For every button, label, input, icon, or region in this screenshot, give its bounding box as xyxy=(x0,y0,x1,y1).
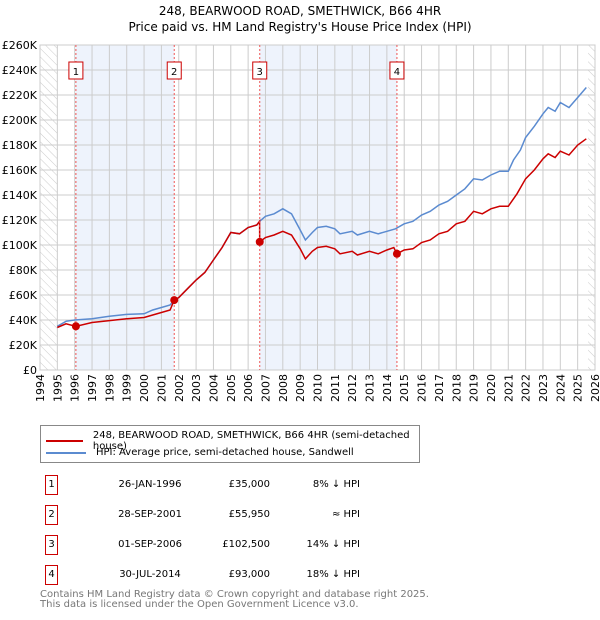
y-tick-label: £80K xyxy=(9,264,38,277)
sale-date: 30-JUL-2014 xyxy=(119,569,181,580)
sale-marker-label: 4 xyxy=(394,67,400,78)
shaded-period-3-4 xyxy=(259,45,397,370)
y-tick-label: £100K xyxy=(2,239,38,252)
y-tick-label: £140K xyxy=(2,189,38,202)
x-tick-label: 2009 xyxy=(294,374,307,402)
x-tick-label: 2018 xyxy=(450,374,463,402)
sale-number: 3 xyxy=(45,535,58,555)
x-tick-label: 2004 xyxy=(207,374,220,402)
x-tick-label: 2020 xyxy=(485,374,498,402)
sale-row: 4 30-JUL-2014 £93,000 18% ↓ HPI xyxy=(40,565,440,585)
sale-marker-label: 2 xyxy=(171,67,177,78)
x-tick-label: 2025 xyxy=(572,374,585,402)
sale-point xyxy=(392,249,401,258)
legend-swatch-property xyxy=(46,440,83,442)
x-tick-label: 2010 xyxy=(312,374,325,402)
sale-point xyxy=(170,296,179,305)
sale-number: 4 xyxy=(45,565,58,585)
chart-title: 248, BEARWOOD ROAD, SMETHWICK, B66 4HR xyxy=(158,4,442,18)
x-tick-label: 1997 xyxy=(86,374,99,402)
x-tick-label: 2026 xyxy=(589,374,600,402)
x-tick-label: 2013 xyxy=(364,374,377,402)
sale-marker-box xyxy=(252,61,268,80)
x-tick-label: 2015 xyxy=(398,374,411,402)
footer-line-2: This data is licensed under the Open Gov… xyxy=(40,599,359,610)
x-tick-label: 2008 xyxy=(277,374,290,402)
y-tick-label: £160K xyxy=(2,164,38,177)
x-tick-label: 1998 xyxy=(103,374,116,402)
x-tick-label: 2016 xyxy=(416,374,429,402)
sale-point xyxy=(71,322,80,331)
plot-area: 1994 1995 1996 1997 1998 1999 2000 2001 2002 2003… xyxy=(2,39,600,402)
x-tick-label: 2007 xyxy=(259,374,272,402)
x-tick-label: 2001 xyxy=(155,374,168,402)
shaded-period-1-2 xyxy=(75,45,175,370)
sale-marker-label: 1 xyxy=(73,67,79,78)
y-tick-label: £240K xyxy=(2,64,38,77)
x-tick-label: 2006 xyxy=(242,374,255,402)
sale-marker-label: 3 xyxy=(257,67,263,78)
sale-date: 28-SEP-2001 xyxy=(118,509,182,520)
hatched-region-post-data xyxy=(588,45,595,370)
y-tick-label: £260K xyxy=(2,39,38,52)
sale-number: 2 xyxy=(45,505,58,525)
sale-price: £35,000 xyxy=(228,479,270,490)
x-tick-label: 1995 xyxy=(51,374,64,402)
y-tick-label: £220K xyxy=(2,89,38,102)
x-tick-label: 1994 xyxy=(34,374,47,402)
x-tick-label: 2023 xyxy=(537,374,550,402)
plot-border xyxy=(39,44,596,371)
sale-hpi-comparison: 14% ↓ HPI xyxy=(306,539,360,550)
x-tick-label: 2014 xyxy=(381,374,394,402)
chart-subtitle: Price paid vs. HM Land Registry's House … xyxy=(128,20,472,34)
y-tick-label: £120K xyxy=(2,214,38,227)
legend-swatch-hpi xyxy=(46,451,86,454)
sale-hpi-comparison: 18% ↓ HPI xyxy=(306,569,360,580)
sale-price: £102,500 xyxy=(222,539,270,550)
x-tick-label: 2022 xyxy=(520,374,533,402)
y-tick-label: £60K xyxy=(9,289,38,302)
sale-marker-box xyxy=(389,61,405,80)
legend: 248, BEARWOOD ROAD, SMETHWICK, B66 4HR (… xyxy=(40,425,420,463)
sale-number: 1 xyxy=(45,475,58,495)
x-tick-label: 2021 xyxy=(502,374,515,402)
y-tick-label: £180K xyxy=(2,139,38,152)
sale-date: 26-JAN-1996 xyxy=(118,479,182,490)
legend-label-hpi: HPI: Average price, semi-detached house,… xyxy=(96,447,354,458)
legend-label-property: 248, BEARWOOD ROAD, SMETHWICK, B66 4HR (… xyxy=(92,430,410,452)
y-tick-label: £20K xyxy=(9,339,38,352)
sale-date: 01-SEP-2006 xyxy=(118,539,182,550)
hatched-region-pre-data xyxy=(40,45,58,370)
sale-marker-box xyxy=(166,61,182,80)
y-tick-label: £0 xyxy=(23,364,37,377)
x-tick-label: 1996 xyxy=(69,374,82,402)
x-tick-label: 2002 xyxy=(173,374,186,402)
sale-hpi-comparison: 8% ↓ HPI xyxy=(312,479,360,490)
sale-price: £93,000 xyxy=(228,569,270,580)
sale-price: £55,950 xyxy=(228,509,270,520)
footer-line-1: Contains HM Land Registry data © Crown c… xyxy=(40,589,429,600)
x-tick-label: 2019 xyxy=(468,374,481,402)
y-tick-label: £40K xyxy=(9,314,38,327)
sale-row: 2 28-SEP-2001 £55,950 ≈ HPI xyxy=(40,505,440,525)
sale-hpi-comparison: ≈ HPI xyxy=(331,509,360,520)
y-tick-label: £200K xyxy=(2,114,38,127)
x-tick-label: 2012 xyxy=(346,374,359,402)
sale-row: 3 01-SEP-2006 £102,500 14% ↓ HPI xyxy=(40,535,440,555)
x-tick-label: 2024 xyxy=(554,374,567,402)
sale-marker-box xyxy=(68,61,84,80)
x-tick-label: 2000 xyxy=(138,374,151,402)
x-tick-label: 1999 xyxy=(121,374,134,402)
footer: Contains HM Land Registry data © Crown c… xyxy=(40,590,429,610)
x-tick-label: 2005 xyxy=(225,374,238,402)
x-tick-label: 2017 xyxy=(433,374,446,402)
sale-row: 1 26-JAN-1996 £35,000 8% ↓ HPI xyxy=(40,475,440,495)
sale-point xyxy=(255,237,264,246)
x-tick-label: 2003 xyxy=(190,374,203,402)
x-tick-label: 2011 xyxy=(329,374,342,402)
